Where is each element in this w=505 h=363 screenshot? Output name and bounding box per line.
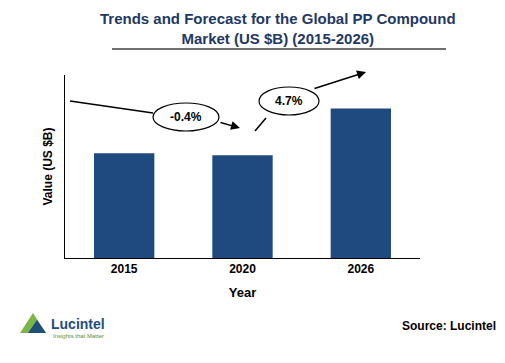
svg-text:Trends and Forecast for the Gl: Trends and Forecast for the Global PP Co… bbox=[100, 10, 456, 47]
svg-text:Year: Year bbox=[229, 285, 256, 300]
svg-text:2026: 2026 bbox=[347, 262, 374, 276]
svg-text:Value (US $B): Value (US $B) bbox=[41, 127, 55, 205]
svg-text:Insights that Matter: Insights that Matter bbox=[53, 333, 104, 339]
svg-text:-0.4%: -0.4% bbox=[170, 110, 202, 124]
svg-text:4.7%: 4.7% bbox=[275, 94, 303, 108]
svg-text:Lucintel: Lucintel bbox=[51, 316, 105, 332]
svg-text:2015: 2015 bbox=[111, 262, 138, 276]
svg-text:2020: 2020 bbox=[229, 262, 256, 276]
svg-text:Source: Lucintel: Source: Lucintel bbox=[402, 319, 496, 333]
